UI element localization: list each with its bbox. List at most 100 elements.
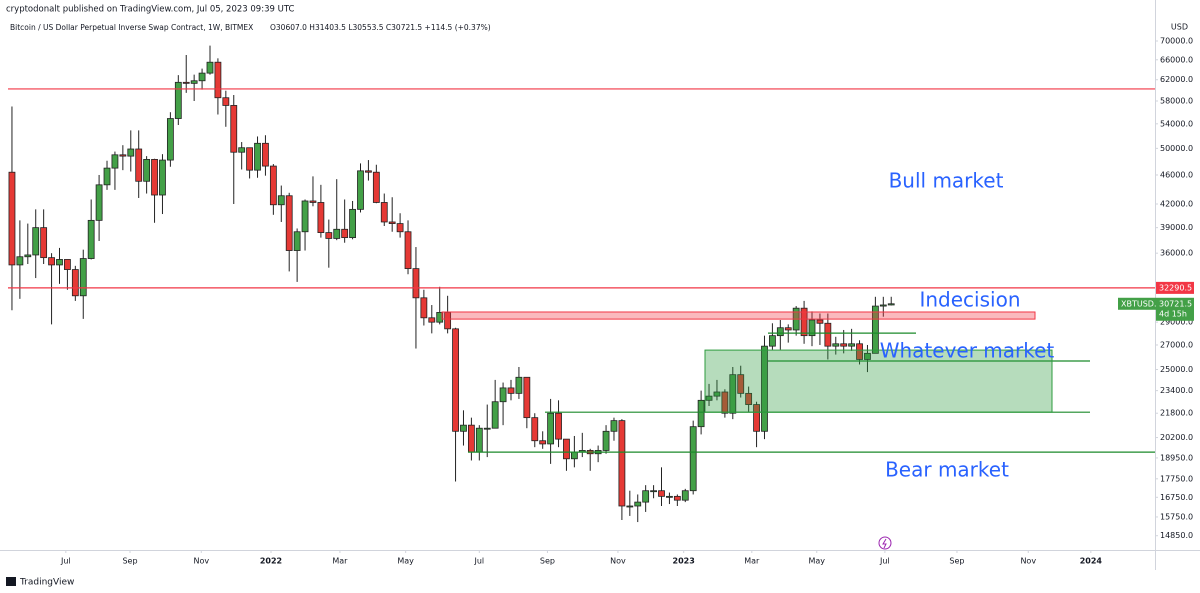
annotation: Bear market <box>885 458 1009 482</box>
candle-body <box>269 165 277 206</box>
candle-body <box>285 195 293 251</box>
candle-body <box>840 343 848 347</box>
symbol-title: Bitcoin / US Dollar Perpetual Inverse Sw… <box>10 23 253 32</box>
annotation: Indecision <box>919 288 1020 312</box>
y-tick-label: 14850.0 <box>1160 531 1193 540</box>
symbol-tag-label: XBTUSD.P <box>1121 299 1161 308</box>
candle-body <box>325 232 333 239</box>
candle-body <box>341 228 349 239</box>
y-tick-label: 27000.0 <box>1160 340 1193 349</box>
candle-body <box>753 404 760 432</box>
candle-body <box>483 427 491 430</box>
candle-body <box>16 256 24 266</box>
x-tick-label: May <box>397 557 414 566</box>
x-tick-label: Jul <box>60 557 71 566</box>
x-tick-label: Nov <box>193 557 209 566</box>
candle-body <box>420 297 428 319</box>
x-tick-label: Mar <box>744 557 760 566</box>
annotation: Bull market <box>889 169 1004 193</box>
y-tick-label: 46000.0 <box>1160 170 1193 179</box>
y-tick-label: 20200.0 <box>1160 433 1193 442</box>
candle-body <box>856 343 863 360</box>
candle-body <box>24 254 32 258</box>
candle-body <box>816 319 824 324</box>
candle-body <box>159 159 166 196</box>
candle-body <box>761 345 768 432</box>
candle-body <box>467 424 475 453</box>
candle-body <box>111 154 119 169</box>
candle-body <box>563 438 570 460</box>
y-tick-label: 58000.0 <box>1160 97 1193 106</box>
candle-body <box>174 81 182 119</box>
candle-body <box>618 420 626 507</box>
candle-body <box>776 327 784 337</box>
candle-body <box>238 147 246 153</box>
candle-body <box>436 312 444 323</box>
candle-body <box>317 202 325 233</box>
candle-body <box>71 269 79 297</box>
candle-body <box>721 391 729 414</box>
candle-body <box>491 401 499 429</box>
candle-body <box>309 200 317 203</box>
candle-body <box>673 495 681 501</box>
x-tick-label: May <box>808 557 825 566</box>
candle-body <box>681 490 689 501</box>
candle-body <box>222 97 230 106</box>
x-tick-label: Sep <box>122 557 137 566</box>
candle-body <box>602 430 610 451</box>
candle-body <box>832 343 840 347</box>
y-tick-label: 16750.0 <box>1160 493 1193 502</box>
candle-body <box>349 208 356 239</box>
candle-body <box>452 328 459 432</box>
candle-body <box>428 317 436 323</box>
candle-body <box>499 387 507 403</box>
candle-body <box>745 392 753 405</box>
event-icon[interactable] <box>878 536 892 550</box>
candle-body <box>824 322 832 347</box>
price-tag-label: 30721.5 <box>1159 299 1192 308</box>
candle-body <box>713 391 721 397</box>
x-tick-label: Jul <box>879 557 890 566</box>
candle-body <box>475 427 483 453</box>
candle-body <box>689 426 697 492</box>
candle-body <box>610 420 618 432</box>
x-tick-label: Nov <box>610 557 626 566</box>
candle-body <box>570 451 578 460</box>
candle-body <box>666 495 673 498</box>
candle-body <box>507 387 515 394</box>
candle-body <box>357 170 364 210</box>
candle-body <box>737 374 745 394</box>
candle-body <box>40 227 48 259</box>
candle-body <box>871 305 879 354</box>
candle-body <box>119 154 127 157</box>
candle-body <box>48 257 55 266</box>
x-tick-label: 2023 <box>673 557 695 566</box>
y-tick-label: 29000.0 <box>1160 318 1193 327</box>
x-tick-label: Sep <box>540 557 555 566</box>
candle-body <box>135 148 143 182</box>
candle-body <box>396 223 404 233</box>
level-tag-label: 32290.5 <box>1159 283 1192 292</box>
x-tick-label: Nov <box>1020 557 1036 566</box>
candle-body <box>808 319 816 337</box>
zone <box>704 349 1053 413</box>
candle-body <box>848 343 856 347</box>
candle-body <box>515 376 523 394</box>
symbol-tag <box>1118 297 1156 310</box>
x-tick-label: Mar <box>332 557 348 566</box>
y-tick-label: 25000.0 <box>1160 365 1193 374</box>
x-tick-label: 2022 <box>260 557 282 566</box>
candle-body <box>87 219 95 259</box>
candle-body <box>143 159 151 182</box>
candle-body <box>365 170 372 173</box>
zone <box>441 311 1036 320</box>
author-line: cryptodonalt published on TradingView.co… <box>6 5 295 15</box>
candle-body <box>246 147 253 171</box>
x-tick-label: Jul <box>473 557 484 566</box>
candle-body <box>523 376 531 419</box>
y-tick-label: 17750.0 <box>1160 474 1193 483</box>
candle-body <box>626 505 634 508</box>
price-tag <box>1156 297 1194 321</box>
